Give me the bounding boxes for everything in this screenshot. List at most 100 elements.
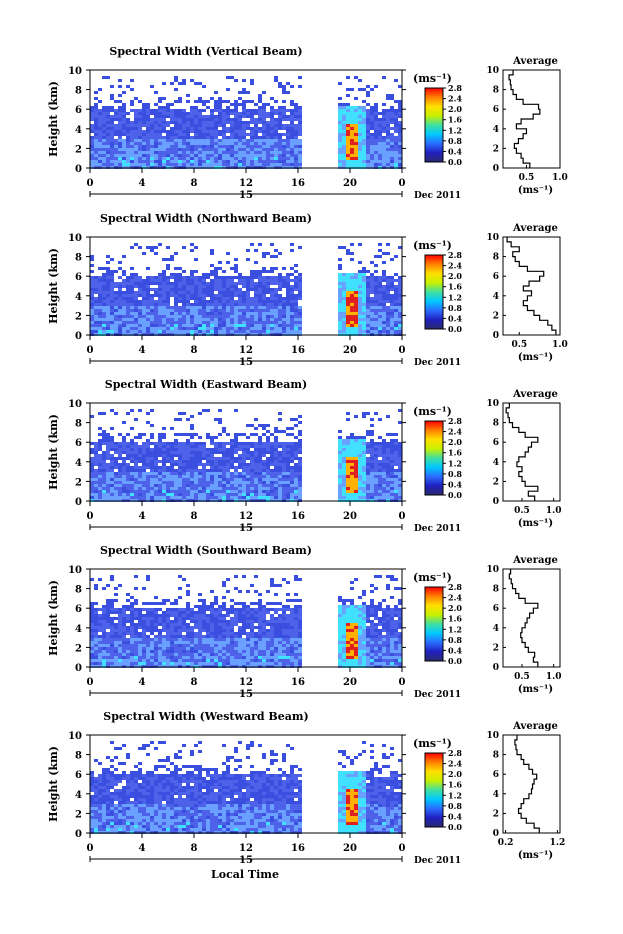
- ytick-label: 8: [75, 419, 82, 430]
- profile-ytick-label: 4: [493, 125, 499, 135]
- xtick-label: 0: [399, 178, 406, 189]
- ytick-label: 4: [75, 624, 82, 635]
- xtick-label: 4: [139, 345, 146, 356]
- profile-title: Average: [512, 555, 558, 566]
- ytick-label: 6: [75, 272, 82, 283]
- colorbar-tick-label: 1.2: [448, 292, 462, 302]
- date-label: Dec 2011: [414, 358, 461, 368]
- day-label: 15: [239, 523, 253, 534]
- panel-title: Spectral Width (Westward Beam): [103, 710, 308, 723]
- ytick-label: 10: [68, 399, 82, 410]
- ytick-label: 4: [75, 790, 82, 801]
- colorbar-tick-label: 2.0: [448, 437, 462, 447]
- xtick-label: 0: [399, 511, 406, 522]
- profile-line: [515, 735, 539, 833]
- profile-line: [509, 569, 537, 667]
- ytick-label: 2: [75, 311, 82, 322]
- colorbar-tick-label: 0.4: [448, 479, 462, 489]
- ylabel: Height (km): [47, 81, 60, 157]
- panel-title: Spectral Width (Northward Beam): [100, 212, 312, 225]
- profile-ytick-label: 10: [486, 66, 499, 76]
- colorbar-tick-label: 2.4: [448, 593, 462, 603]
- colorbar-tick-label: 2.4: [448, 427, 462, 437]
- profile-xtick-label: 0.2: [498, 838, 514, 848]
- colorbar-tick-label: 0.0: [448, 656, 462, 666]
- profile-xtick-label: 1.0: [552, 340, 568, 350]
- heatmap-area: [90, 741, 402, 834]
- profile-ytick-label: 2: [493, 144, 499, 154]
- ytick-label: 0: [75, 331, 82, 342]
- profile-frame: [503, 237, 560, 335]
- profile-line: [506, 403, 538, 501]
- xtick-label: 20: [343, 677, 357, 688]
- day-label: 15: [239, 855, 253, 866]
- colorbar-tick-label: 1.6: [448, 780, 462, 790]
- ytick-label: 4: [75, 292, 82, 303]
- profile-xtick-label: 0.5: [519, 173, 535, 183]
- profile-ytick-label: 4: [493, 458, 499, 468]
- profile-frame: [503, 735, 560, 833]
- date-label: Dec 2011: [414, 690, 461, 700]
- profile-ytick-label: 6: [493, 105, 499, 115]
- colorbar-tick-label: 0.4: [448, 645, 462, 655]
- xtick-label: 0: [399, 345, 406, 356]
- profile-ytick-label: 8: [493, 751, 499, 761]
- xtick-label: 0: [87, 345, 94, 356]
- panel-4: Spectral Width (Southward Beam)0246810He…: [47, 544, 562, 700]
- ytick-label: 0: [75, 829, 82, 840]
- ytick-label: 2: [75, 144, 82, 155]
- colorbar-tick-label: 1.2: [448, 458, 462, 468]
- colorbar-tick-label: 1.2: [448, 790, 462, 800]
- colorbar-unit-label: (ms⁻¹): [413, 737, 452, 750]
- date-label: Dec 2011: [414, 856, 461, 866]
- profile-xtick-label: 1.0: [546, 672, 562, 682]
- profile-xtick-label: 0.5: [514, 506, 530, 516]
- profile-ytick-label: 2: [493, 643, 499, 653]
- profile-ytick-label: 0: [493, 663, 499, 673]
- colorbar-unit-label: (ms⁻¹): [413, 571, 452, 584]
- colorbar-tick-label: 2.4: [448, 759, 462, 769]
- xtick-label: 12: [239, 345, 253, 356]
- colorbar-tick-label: 0.4: [448, 313, 462, 323]
- profile-ytick-label: 0: [493, 164, 499, 174]
- panel-2: Spectral Width (Northward Beam)0246810He…: [47, 212, 568, 368]
- profile-ytick-label: 2: [493, 809, 499, 819]
- xtick-label: 20: [343, 345, 357, 356]
- ytick-label: 2: [75, 477, 82, 488]
- panel-title: Spectral Width (Eastward Beam): [105, 378, 307, 391]
- xtick-label: 0: [87, 178, 94, 189]
- ytick-label: 10: [68, 731, 82, 742]
- colorbar-unit-label: (ms⁻¹): [413, 405, 452, 418]
- profile-title: Average: [512, 389, 558, 400]
- profile-ytick-label: 10: [486, 399, 499, 409]
- colorbar: [425, 587, 443, 661]
- colorbar-tick-label: 1.6: [448, 115, 462, 125]
- ylabel: Height (km): [47, 580, 60, 656]
- profile-ytick-label: 2: [493, 311, 499, 321]
- heatmap-area: [90, 409, 402, 502]
- panel-3: Spectral Width (Eastward Beam)0246810Hei…: [47, 378, 562, 534]
- profile-ytick-label: 6: [493, 770, 499, 780]
- xtick-label: 0: [87, 511, 94, 522]
- xtick-label: 8: [191, 843, 198, 854]
- heatmap-area: [90, 76, 402, 169]
- profile-ytick-label: 8: [493, 585, 499, 595]
- colorbar-tick-label: 2.4: [448, 261, 462, 271]
- colorbar-tick-label: 2.0: [448, 271, 462, 281]
- profile-ytick-label: 8: [493, 253, 499, 263]
- xtick-label: 0: [399, 677, 406, 688]
- xtick-label: 12: [239, 843, 253, 854]
- ytick-label: 8: [75, 253, 82, 264]
- xtick-label: 8: [191, 677, 198, 688]
- colorbar-unit-label: (ms⁻¹): [413, 239, 452, 252]
- profile-ytick-label: 4: [493, 790, 499, 800]
- xtick-label: 16: [291, 843, 305, 854]
- ylabel: Height (km): [47, 414, 60, 490]
- xtick-label: 12: [239, 677, 253, 688]
- xtick-label: 8: [191, 511, 198, 522]
- profile-ytick-label: 0: [493, 497, 499, 507]
- ytick-label: 10: [68, 233, 82, 244]
- profile-xtick-label: 1.2: [550, 838, 566, 848]
- xtick-label: 20: [343, 511, 357, 522]
